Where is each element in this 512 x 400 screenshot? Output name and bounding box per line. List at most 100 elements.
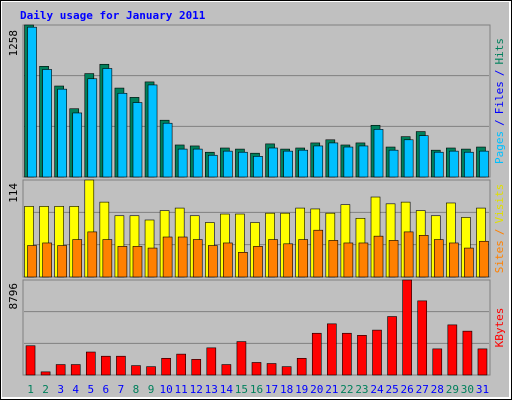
bar	[357, 335, 367, 376]
bar	[298, 149, 308, 178]
bar	[328, 142, 339, 178]
bar	[223, 242, 233, 278]
bar	[479, 150, 489, 178]
bar	[433, 151, 444, 178]
y-tick-label: 114	[7, 183, 20, 203]
bar	[223, 150, 233, 178]
bar	[102, 68, 113, 178]
bar	[479, 240, 489, 278]
bar	[72, 112, 83, 178]
bar	[221, 364, 232, 376]
bar	[462, 330, 473, 376]
bar	[132, 246, 143, 278]
x-tick-label: 5	[87, 383, 94, 396]
x-tick-label: 11	[175, 383, 188, 396]
bar	[147, 247, 158, 278]
bar	[433, 239, 444, 278]
y-tick-label: 1258	[7, 30, 20, 57]
bar	[251, 362, 262, 376]
bar	[176, 353, 186, 376]
x-tick-label: 6	[103, 383, 110, 396]
bar	[147, 84, 158, 178]
x-tick-label: 8	[133, 383, 140, 396]
bar	[70, 364, 81, 376]
x-tick-label: 29	[446, 383, 459, 396]
x-tick-label: 15	[235, 383, 248, 396]
bar	[403, 139, 414, 178]
bar	[25, 345, 36, 376]
bar	[447, 324, 458, 376]
x-tick-label: 22	[340, 383, 353, 396]
bar	[343, 242, 354, 278]
bar	[268, 239, 278, 278]
bar	[372, 329, 382, 376]
bar	[283, 243, 293, 278]
x-tick-label: 16	[250, 383, 263, 396]
x-tick-label: 13	[205, 383, 218, 396]
bar	[296, 357, 307, 376]
bar	[42, 69, 52, 178]
axis-label-part: Visits	[493, 184, 506, 224]
bar	[373, 129, 384, 178]
axis-label-part: /	[493, 70, 506, 77]
x-tick-label: 2	[42, 383, 49, 396]
bar	[57, 88, 67, 178]
bar	[236, 341, 247, 376]
x-tick-label: 20	[310, 383, 323, 396]
bar	[327, 323, 337, 376]
x-tick-label: 30	[461, 383, 474, 396]
axis-label: KBytes	[493, 308, 506, 348]
bar	[101, 355, 111, 376]
bar	[358, 145, 369, 178]
bar	[432, 348, 443, 376]
x-tick-label: 31	[476, 383, 489, 396]
x-tick-label: 19	[295, 383, 308, 396]
axis-label-part: KBytes	[493, 308, 506, 348]
bar	[342, 332, 352, 376]
bar	[72, 239, 83, 278]
bar	[162, 122, 173, 178]
bar	[253, 246, 263, 278]
x-tick-label: 9	[148, 383, 155, 396]
bar	[402, 279, 412, 376]
axis-label-part: /	[493, 119, 506, 126]
bar	[238, 151, 248, 178]
x-tick-label: 17	[265, 383, 278, 396]
bar	[192, 148, 203, 178]
bar	[42, 242, 52, 278]
bar	[464, 151, 474, 178]
x-tick-label: 26	[401, 383, 414, 396]
x-tick-label: 18	[280, 383, 293, 396]
bar	[313, 145, 324, 178]
x-tick-label: 1	[27, 383, 34, 396]
bar	[238, 252, 248, 278]
x-tick-label: 27	[416, 383, 429, 396]
bar	[27, 245, 37, 278]
x-tick-label: 10	[159, 383, 172, 396]
bar	[388, 149, 399, 178]
x-tick-label: 7	[118, 383, 125, 396]
axis-label: Sites / Visits	[493, 184, 506, 274]
bar	[403, 231, 414, 278]
x-tick-label: 4	[72, 383, 79, 396]
bar	[418, 235, 429, 278]
x-tick-label: 28	[431, 383, 444, 396]
bar	[55, 364, 66, 376]
x-tick-label: 25	[385, 383, 398, 396]
bar	[57, 245, 67, 278]
bar	[27, 26, 37, 178]
bar	[162, 236, 173, 278]
bar	[343, 146, 354, 178]
bar	[87, 231, 98, 278]
bar	[116, 355, 126, 376]
x-tick-label: 23	[355, 383, 368, 396]
bar	[192, 239, 203, 278]
bar	[191, 359, 202, 376]
bar	[283, 150, 293, 178]
bar	[132, 102, 143, 178]
axis-label-part: /	[493, 229, 506, 236]
bar	[388, 240, 399, 278]
bar	[117, 92, 128, 178]
bar	[449, 150, 459, 178]
